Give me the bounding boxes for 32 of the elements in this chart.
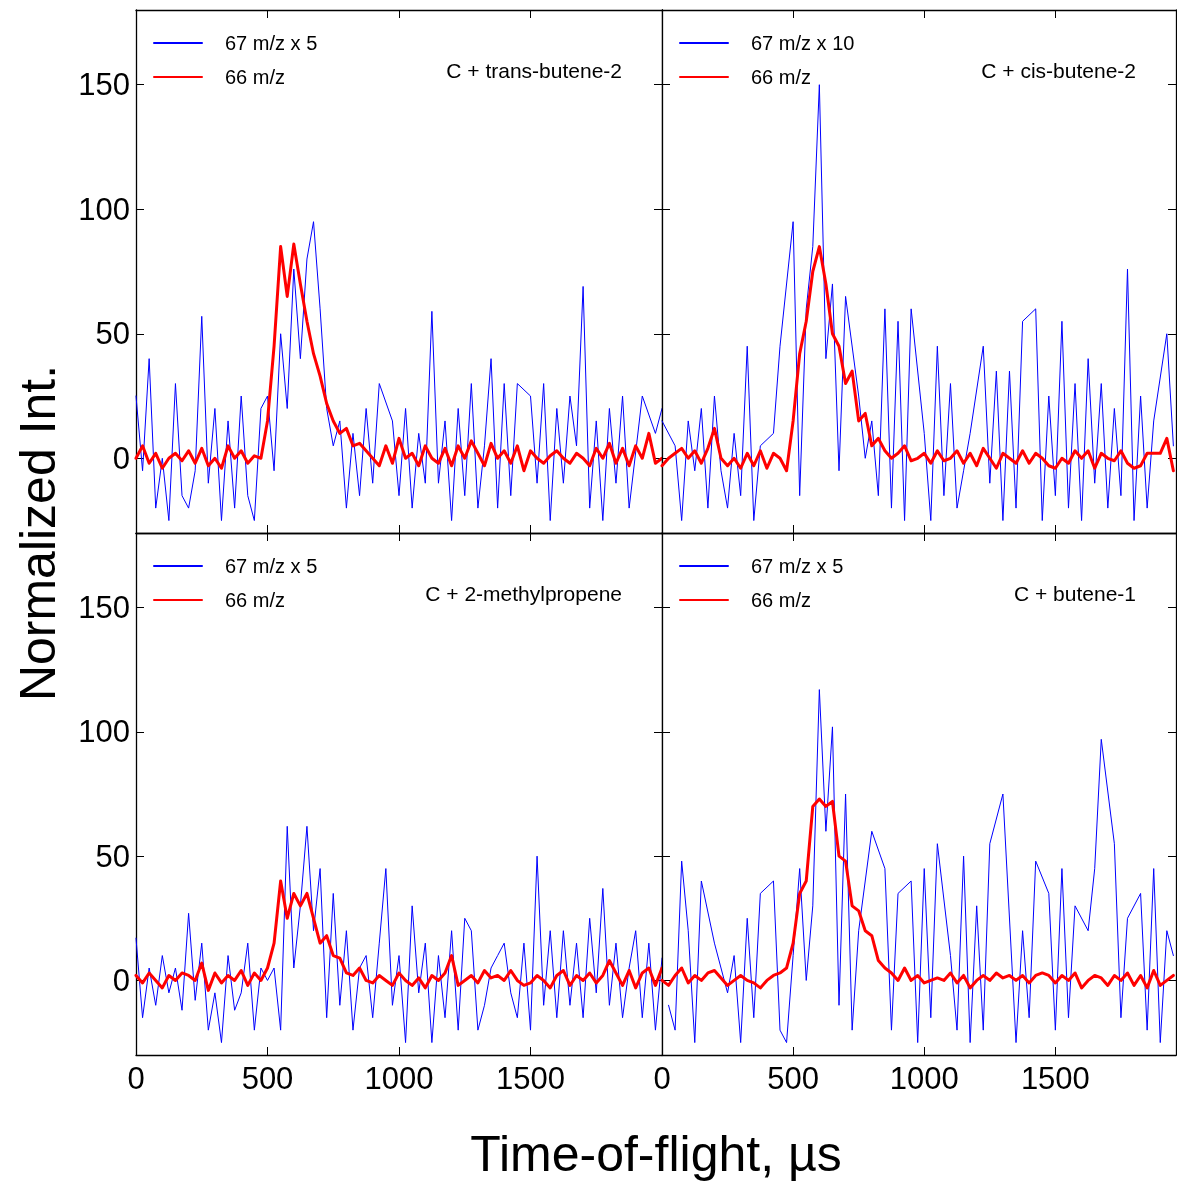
y-tick-label: 150	[78, 590, 130, 626]
x-tick-label: 1000	[889, 1061, 959, 1096]
annotation: C + 2-methylpropene	[425, 582, 623, 605]
x-tick-label: 500	[241, 1061, 294, 1096]
x-tick-label: 1500	[496, 1061, 565, 1096]
line-series	[135, 825, 663, 1044]
legend-label: 66 m/z	[225, 589, 286, 611]
legend-label: 66 m/z	[751, 66, 812, 88]
x-tick-label: 1000	[364, 1061, 434, 1096]
legend-label: 67 m/z x 5	[225, 32, 318, 54]
y-tick-label: 150	[78, 67, 130, 103]
y-tick-label: 50	[95, 316, 130, 352]
y-tick-label: 0	[112, 440, 130, 476]
annotation: C + butene-1	[1014, 582, 1137, 605]
legend-label: 67 m/z x 10	[751, 32, 855, 54]
y-tick-label: 0	[112, 962, 130, 998]
x-tick-label: 1500	[1020, 1061, 1090, 1096]
annotation: C + trans-butene-2	[446, 59, 623, 82]
x-tick-label: 0	[653, 1061, 671, 1096]
annotation: C + cis-butene-2	[981, 59, 1137, 82]
line-series	[134, 242, 663, 473]
y-tick-label: 50	[95, 838, 130, 874]
y-tick-label: 100	[78, 191, 130, 227]
legend-label: 66 m/z	[751, 589, 812, 611]
y-tick-label: 100	[78, 714, 130, 750]
legend-label: 67 m/z x 5	[751, 555, 844, 577]
y-axis-title: Normalized Int.	[9, 364, 67, 702]
line-series	[135, 221, 663, 522]
x-tick-label: 500	[767, 1061, 819, 1096]
x-axis-title: Time-of-flight, µs	[469, 1125, 843, 1183]
legend-label: 67 m/z x 5	[225, 555, 318, 577]
legend-label: 66 m/z	[225, 66, 286, 88]
